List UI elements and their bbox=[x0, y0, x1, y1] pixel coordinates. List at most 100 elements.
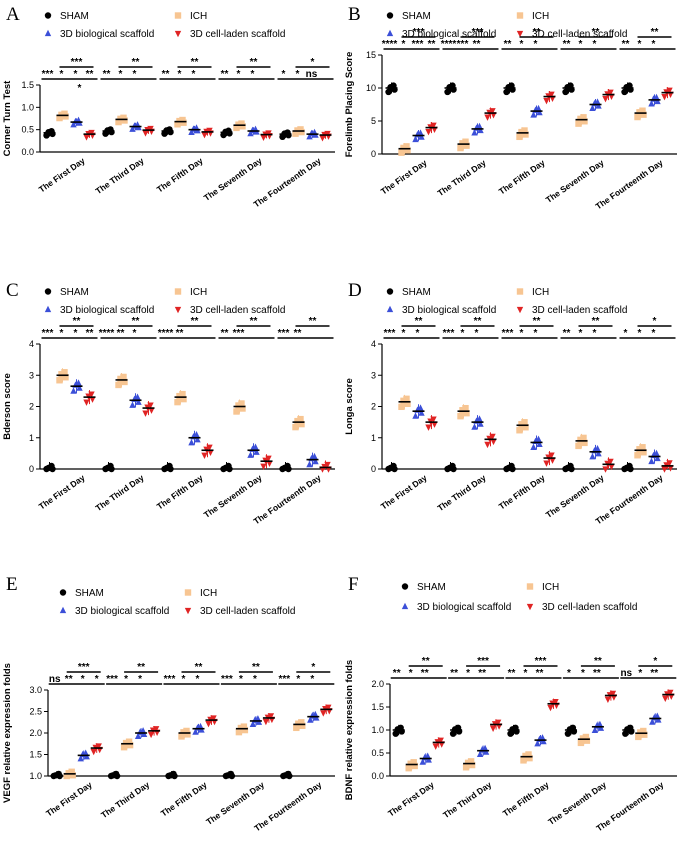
data-point bbox=[129, 401, 136, 408]
data-point bbox=[180, 119, 187, 126]
sig-label: * bbox=[296, 674, 300, 685]
legend-item-bio: 3D biological scaffold bbox=[44, 305, 154, 316]
legend-marker-ich bbox=[516, 12, 524, 19]
legend-marker-ich bbox=[526, 583, 534, 590]
data-point bbox=[476, 750, 484, 757]
sig-label: ** bbox=[650, 668, 658, 679]
sig-label-top: ** bbox=[592, 27, 600, 38]
legend-item-ich: ICH bbox=[174, 287, 207, 298]
sig-label: ns bbox=[620, 668, 632, 679]
data-point bbox=[120, 743, 128, 751]
legend-item-ich: ICH bbox=[516, 287, 549, 298]
chart-c: C SHAM ICH 3D biological scaffold 3D cell-la… bbox=[2, 280, 335, 526]
sig-label: ** bbox=[176, 328, 184, 339]
sig-label: * bbox=[567, 668, 571, 679]
legend-label-cell: 3D cell-laden scaffold bbox=[200, 606, 295, 617]
data-point bbox=[298, 128, 305, 136]
legend-item-cell: 3D cell-laden scaffold bbox=[184, 606, 295, 617]
data-point bbox=[471, 129, 478, 136]
legend-label-cell: 3D cell-laden scaffold bbox=[532, 29, 627, 40]
data-point bbox=[115, 118, 122, 126]
y-tick-label: 2.0 bbox=[29, 728, 42, 738]
y-axis-label: Longa score bbox=[344, 378, 355, 435]
sig-label: *** bbox=[384, 328, 396, 339]
data-point bbox=[69, 772, 76, 779]
x-tick-label: The Third Day bbox=[99, 779, 151, 820]
data-point bbox=[530, 443, 537, 451]
sig-label: ** bbox=[421, 668, 429, 679]
data-point bbox=[471, 423, 478, 430]
sig-label: * bbox=[638, 328, 642, 339]
y-tick-label: 0.5 bbox=[21, 125, 34, 135]
sig-label-top: *** bbox=[535, 656, 547, 667]
data-point bbox=[662, 695, 669, 703]
sig-label-top: ** bbox=[191, 57, 199, 68]
data-point bbox=[457, 144, 464, 152]
sig-label-top: ** bbox=[533, 316, 541, 327]
data-point bbox=[595, 102, 602, 109]
sig-label: *** bbox=[412, 39, 424, 50]
data-point bbox=[233, 408, 240, 415]
data-point bbox=[597, 724, 605, 731]
sig-label: * bbox=[524, 668, 528, 679]
sig-label: * bbox=[95, 674, 99, 685]
sig-label: * bbox=[74, 328, 78, 339]
legend-item-ich: ICH bbox=[526, 582, 559, 593]
y-tick-label: 1.0 bbox=[371, 725, 384, 735]
legend-label-bio: 3D biological scaffold bbox=[75, 606, 169, 617]
x-tick-label: The Seventh Day bbox=[202, 472, 264, 520]
legend-marker-sham bbox=[401, 583, 409, 590]
x-tick-label: The First Day bbox=[386, 779, 436, 818]
sig-label-top: ** bbox=[309, 316, 317, 327]
data-point bbox=[266, 460, 273, 467]
data-point bbox=[253, 448, 260, 455]
x-tick-label: The First Day bbox=[379, 472, 429, 511]
legend-label-bio: 3D biological scaffold bbox=[402, 29, 496, 40]
x-tick-label: The First Day bbox=[37, 472, 87, 511]
legend-label-ich: ICH bbox=[542, 582, 559, 593]
x-tick-label: The Fifth Day bbox=[497, 472, 547, 511]
data-point bbox=[518, 421, 525, 428]
data-point bbox=[188, 438, 195, 446]
legend-label-ich: ICH bbox=[200, 588, 217, 599]
data-point bbox=[635, 733, 642, 741]
x-tick-label: The Seventh Day bbox=[204, 779, 266, 827]
data-point bbox=[463, 409, 470, 417]
sig-label: * bbox=[133, 328, 137, 339]
x-tick-label: The Fifth Day bbox=[155, 155, 205, 194]
data-point bbox=[56, 114, 63, 122]
legend-marker-bio bbox=[386, 305, 394, 313]
data-point bbox=[235, 728, 243, 736]
data-point bbox=[648, 100, 655, 107]
sig-label-top: ** bbox=[73, 316, 81, 327]
chart-e: E SHAM ICH 3D biological scaffold 3D cell-la… bbox=[2, 574, 335, 833]
sig-label-top: ** bbox=[651, 27, 659, 38]
data-point bbox=[90, 748, 97, 756]
data-point bbox=[602, 95, 609, 103]
sig-label: ** bbox=[504, 39, 512, 50]
sig-label: * bbox=[124, 674, 128, 685]
data-point bbox=[201, 452, 208, 460]
data-point bbox=[129, 125, 136, 132]
sig-label: *** bbox=[164, 674, 176, 685]
data-point bbox=[418, 133, 425, 140]
panel-d: D SHAM ICH 3D biological scaffold 3D cell-la… bbox=[342, 276, 685, 566]
y-tick-label: 1.5 bbox=[371, 702, 384, 712]
data-point bbox=[463, 142, 470, 149]
sig-label: **** bbox=[382, 39, 398, 50]
sig-label-top: ** bbox=[415, 316, 423, 327]
sig-label: **** bbox=[441, 39, 457, 50]
data-point bbox=[575, 120, 582, 127]
legend-item-sham: SHAM bbox=[59, 588, 104, 599]
legend-marker-sham bbox=[44, 12, 52, 19]
data-point bbox=[176, 392, 183, 400]
y-tick-label: 15 bbox=[366, 50, 376, 60]
sig-label-top: ** bbox=[250, 57, 258, 68]
sig-label: ** bbox=[508, 668, 516, 679]
legend-marker-sham bbox=[386, 288, 394, 295]
y-axis-label: VEGF relative expression folds bbox=[2, 663, 13, 803]
data-point bbox=[400, 397, 407, 405]
chart-b: B SHAM ICH 3D biological scaffold 3D cell-la… bbox=[344, 4, 677, 211]
y-tick-label: 3 bbox=[29, 370, 34, 380]
y-tick-label: 10 bbox=[366, 83, 376, 93]
